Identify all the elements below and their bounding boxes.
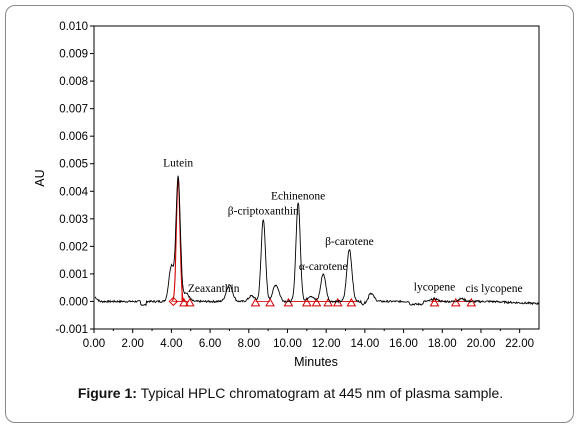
y-tick-label: 0.002 bbox=[59, 241, 88, 253]
x-tick-label: 12.00 bbox=[312, 338, 341, 350]
peak-labels: Lutein Zeaxanthin β-criptoxanthin Echinenon… bbox=[163, 157, 523, 294]
y-axis-label: AU bbox=[33, 169, 47, 186]
caption-text: Typical HPLC chromatogram at 445 nm of p… bbox=[140, 385, 504, 401]
peak-label: Lutein bbox=[163, 157, 193, 169]
peak-marker-icon bbox=[429, 297, 440, 307]
y-tick-label: 0.000 bbox=[59, 296, 88, 308]
x-tick-label: 16.00 bbox=[389, 338, 418, 350]
peak-label: α-carotene bbox=[299, 261, 348, 273]
x-tick-label: 22.00 bbox=[505, 338, 534, 350]
plot-area bbox=[93, 25, 540, 330]
peak-marker-icon bbox=[301, 297, 312, 307]
peak-start-marker-icon bbox=[168, 296, 179, 307]
y-tick-label: 0.004 bbox=[59, 186, 88, 198]
x-tick-label: 2.00 bbox=[122, 338, 144, 350]
figure-caption: Figure 1: Typical HPLC chromatogram at 4… bbox=[0, 385, 581, 401]
y-tick-label: 0.003 bbox=[59, 214, 88, 226]
chromatogram-trace bbox=[94, 175, 539, 307]
y-tick-label: 0.001 bbox=[59, 269, 88, 281]
peak-label: lycopene bbox=[414, 281, 456, 293]
y-axis: -0.001 0.000 0.001 0.002 0.003 0.004 0.005 0.00… bbox=[55, 21, 94, 336]
y-tick-label: 0.005 bbox=[59, 159, 88, 171]
peak-marker-icon bbox=[265, 297, 275, 307]
x-axis-label: Minutes bbox=[294, 355, 338, 369]
peak-marker-icon bbox=[323, 297, 333, 307]
peak-marker-icon bbox=[179, 297, 189, 307]
x-tick-label: 6.00 bbox=[199, 338, 221, 350]
x-tick-label: 4.00 bbox=[160, 338, 182, 350]
peak-label: cis lycopene bbox=[465, 283, 522, 295]
x-tick-label: 18.00 bbox=[428, 338, 457, 350]
caption-label: Figure 1: bbox=[77, 385, 137, 401]
x-tick-label: 14.00 bbox=[350, 338, 379, 350]
peak-label: β-criptoxanthin bbox=[228, 206, 299, 218]
y-tick-label: 0.009 bbox=[59, 49, 88, 61]
x-tick-label: 8.00 bbox=[238, 338, 260, 350]
x-tick-label: 20.00 bbox=[467, 338, 496, 350]
peak-marker-icon bbox=[450, 297, 461, 307]
y-tick-label: 0.006 bbox=[59, 131, 88, 143]
peak-marker-icon bbox=[184, 297, 195, 307]
peak-marker-icon bbox=[250, 297, 261, 307]
y-tick-label: 0.008 bbox=[59, 76, 88, 88]
figure-frame bbox=[5, 5, 574, 423]
peak-label: β-carotene bbox=[325, 236, 374, 248]
peak-label: Zeaxanthin bbox=[188, 283, 240, 295]
x-tick-label: 0.00 bbox=[83, 338, 105, 350]
peak-marker-icon bbox=[346, 297, 357, 307]
peak-label: Echinenone bbox=[271, 191, 325, 203]
peak-marker-icon bbox=[311, 297, 322, 307]
y-tick-label: 0.007 bbox=[59, 104, 88, 116]
y-tick-label: 0.010 bbox=[59, 21, 88, 33]
x-tick-label: 10.00 bbox=[273, 338, 302, 350]
chromatogram-chart: -0.001 0.000 0.001 0.002 0.003 0.004 0.005 0.00… bbox=[33, 21, 540, 369]
y-tick-label: -0.001 bbox=[55, 324, 88, 336]
peak-marker-icon bbox=[466, 297, 477, 307]
x-axis: 0.00 2.00 4.00 6.00 8.00 10.00 12.00 14.00 16.00… bbox=[83, 329, 534, 350]
